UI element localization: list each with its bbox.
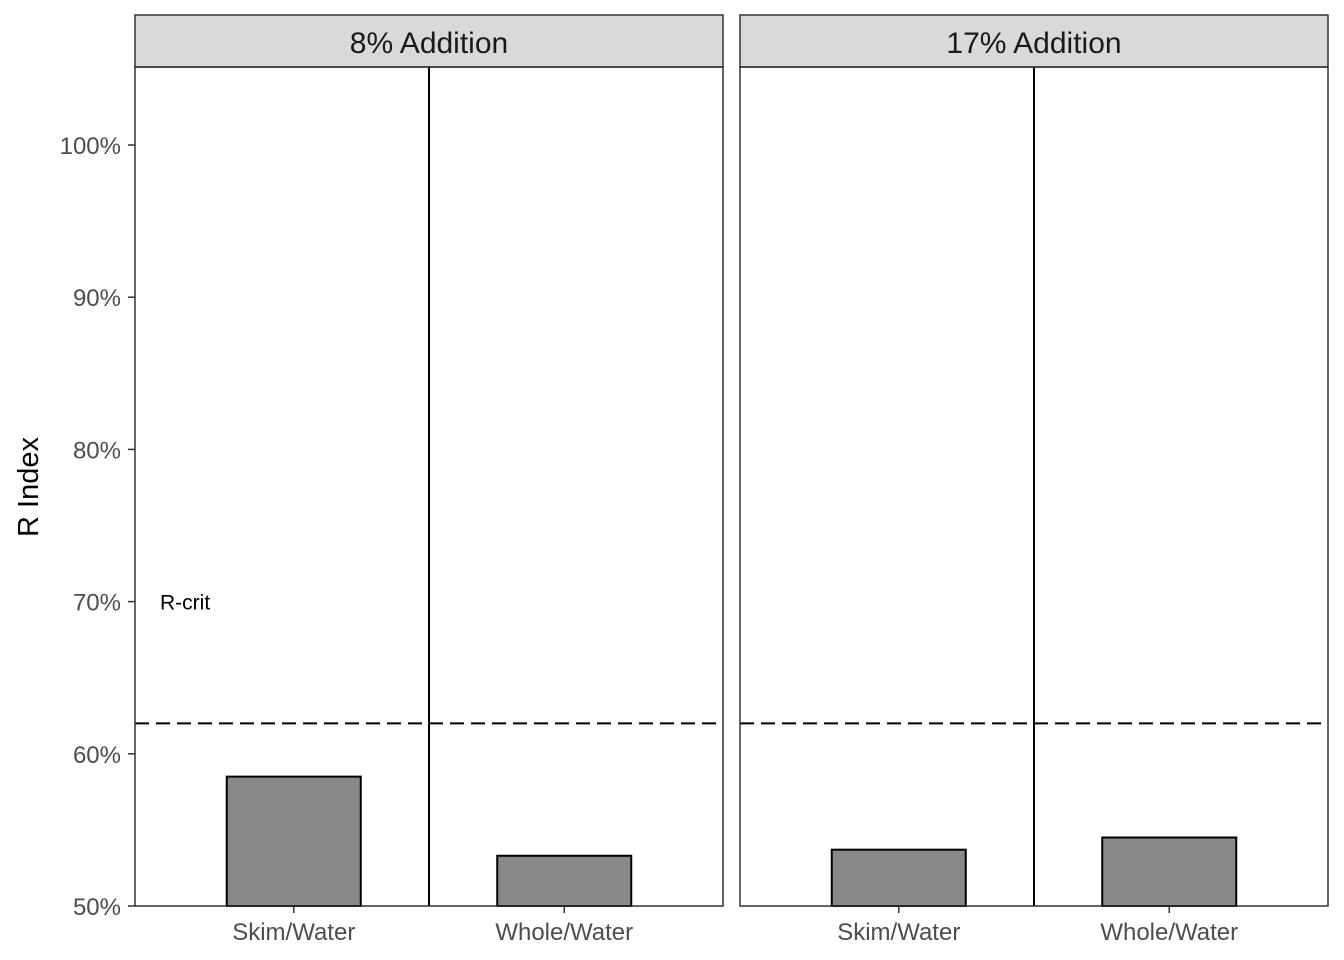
facet-title: 17% Addition (946, 27, 1121, 60)
facet-strip (739, 14, 1329, 68)
y-tick-label: 50% (73, 894, 121, 921)
bar (496, 854, 633, 907)
y-tick-label: 80% (73, 437, 121, 464)
reference-line-label: R-crit (160, 592, 210, 615)
panel-border (739, 66, 1329, 907)
y-tick-label: 90% (73, 285, 121, 312)
facet-title: 8% Addition (350, 27, 508, 60)
x-tick-label: Skim/Water (837, 919, 960, 946)
bar (225, 775, 362, 907)
x-tick-label: Skim/Water (232, 919, 355, 946)
x-tick-label: Whole/Water (1100, 919, 1238, 946)
bar (830, 848, 967, 907)
bar (1101, 836, 1238, 908)
y-tick-label: 70% (73, 590, 121, 617)
y-tick-label: 100% (60, 133, 121, 160)
x-tick-label: Whole/Water (495, 919, 633, 946)
panel-border (134, 66, 724, 907)
y-tick-label: 60% (73, 742, 121, 769)
y-axis-title: R Index (13, 437, 45, 537)
